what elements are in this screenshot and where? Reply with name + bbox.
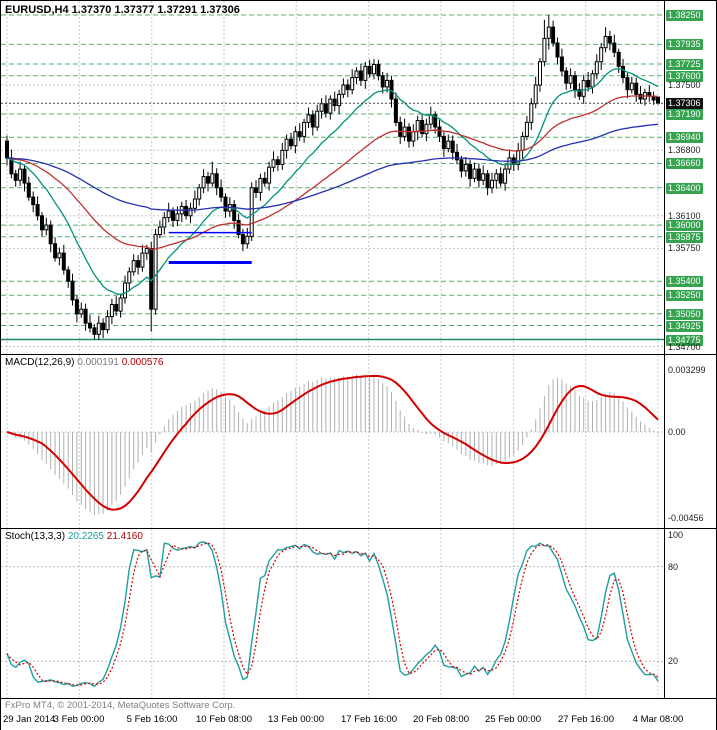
stoch-axis-label: 100	[668, 530, 684, 540]
moving-averages	[6, 68, 659, 295]
macd-histogram	[10, 374, 659, 515]
macd-signal-line	[6, 374, 659, 511]
price-axis-label: 1.37935	[666, 39, 703, 50]
candles	[5, 15, 660, 340]
time-axis-label: 29 Jan 2014	[3, 714, 56, 725]
stochastic-value-axis[interactable]: 100 80 20	[664, 529, 716, 698]
time-axis[interactable]: 29 Jan 2014 3 Feb 00:00 5 Feb 16:00 10 Feb …	[1, 714, 716, 728]
time-axis-label: 4 Mar 08:00	[632, 714, 684, 725]
bottom-bar: FxPro MT4, © 2001-2014, MetaQuotes Softw…	[1, 699, 716, 730]
macd-chart	[1, 355, 664, 528]
stochastic-chart	[1, 529, 664, 698]
support-line-blue	[168, 231, 252, 264]
symbol-ohlc-title: EURUSD,H4 1.37370 1.37377 1.37291 1.3730…	[5, 4, 240, 16]
time-axis-label: 5 Feb 16:00	[126, 714, 178, 725]
price-axis-label: 1.34700	[668, 342, 701, 352]
high-value: 1.37377	[114, 4, 155, 16]
price-axis-label: 1.37190	[666, 109, 703, 120]
main-chart-panel: EURUSD,H4 1.37370 1.37377 1.37291 1.3730…	[1, 1, 716, 355]
time-axis-label: 27 Feb 16:00	[558, 714, 614, 725]
support-resistance-levels	[1, 14, 664, 341]
current-price-label: 1.37306	[666, 98, 703, 109]
price-axis[interactable]: 1.38250 1.37935 1.37725 1.37600 1.37500 1.373…	[664, 1, 716, 354]
stochastic-indicator-label: Stoch(13,3,3) 20.2265 21.4160	[5, 531, 143, 542]
close-value: 1.37306	[200, 4, 240, 16]
macd-indicator-panel: MACD(12,26,9) 0.000191 0.000576 0.003299…	[1, 355, 716, 529]
price-axis-label: 1.35875	[666, 232, 703, 243]
price-axis-label: 1.35400	[666, 276, 703, 287]
stoch-main-line	[6, 541, 659, 688]
open-value: 1.37370	[71, 4, 112, 16]
price-axis-label: 1.36000	[666, 220, 703, 231]
price-axis-label: 1.36800	[668, 145, 701, 155]
grid-lines	[6, 529, 659, 698]
grid-lines	[1, 1, 664, 354]
price-axis-label: 1.35250	[666, 290, 703, 301]
stoch-signal-value: 21.4160	[106, 531, 143, 542]
time-axis-label: 25 Feb 00:00	[485, 714, 541, 725]
time-axis-label: 17 Feb 16:00	[341, 714, 397, 725]
price-axis-label: 1.36100	[668, 211, 701, 221]
candlestick-chart	[1, 1, 664, 354]
price-axis-label: 1.37725	[666, 59, 703, 70]
macd-main-value: 0.000191	[77, 357, 119, 368]
time-axis-label: 3 Feb 00:00	[53, 714, 105, 725]
stoch-axis-label: 80	[668, 562, 679, 572]
macd-name: MACD(12,26,9)	[5, 357, 75, 368]
stoch-signal-line	[6, 542, 659, 686]
time-axis-label: 10 Feb 08:00	[196, 714, 252, 725]
price-axis-label: 1.35050	[666, 309, 703, 320]
symbol-period-label: EURUSD,H4	[5, 4, 69, 16]
price-axis-label: 1.34775	[666, 335, 703, 346]
price-axis-label: 1.36940	[666, 132, 703, 143]
price-axis-label: 1.38250	[666, 10, 703, 21]
time-axis-label: 20 Feb 08:00	[413, 714, 469, 725]
macd-signal-value: 0.000576	[121, 357, 164, 368]
price-axis-label: 1.37600	[666, 71, 703, 82]
macd-axis-label: 0.003299	[668, 365, 706, 375]
macd-value-axis[interactable]: 0.003299 0.00 -0.00456	[664, 355, 716, 528]
price-axis-label: 1.37500	[668, 80, 701, 90]
stoch-name: Stoch(13,3,3)	[5, 531, 66, 542]
low-value: 1.37291	[157, 4, 198, 16]
stoch-main-value: 20.2265	[67, 531, 104, 542]
stoch-axis-label: 20	[668, 656, 679, 666]
copyright-text: FxPro MT4, © 2001-2014, MetaQuotes Softw…	[5, 700, 236, 711]
stochastic-plot-area[interactable]: Stoch(13,3,3) 20.2265 21.4160	[1, 529, 664, 698]
price-axis-label: 1.34925	[666, 321, 703, 332]
time-axis-label: 13 Feb 00:00	[268, 714, 324, 725]
macd-plot-area[interactable]: MACD(12,26,9) 0.000191 0.000576	[1, 355, 664, 528]
macd-axis-label: -0.00456	[668, 513, 704, 523]
price-axis-label: 1.35750	[668, 243, 701, 253]
macd-indicator-label: MACD(12,26,9) 0.000191 0.000576	[5, 357, 163, 368]
stochastic-indicator-panel: Stoch(13,3,3) 20.2265 21.4160 100 80 20	[1, 529, 716, 699]
main-plot-area[interactable]: EURUSD,H4 1.37370 1.37377 1.37291 1.3730…	[1, 1, 664, 354]
price-axis-label: 1.36400	[666, 183, 703, 194]
price-axis-label: 1.36660	[666, 158, 703, 169]
macd-axis-label: 0.00	[668, 427, 686, 437]
